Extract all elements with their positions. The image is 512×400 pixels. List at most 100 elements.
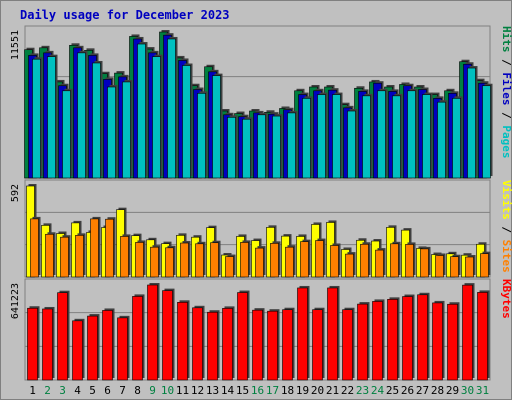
bar-sites <box>135 242 144 278</box>
bar-sites <box>180 242 189 278</box>
bar-pages <box>242 118 251 179</box>
y-max-label: 641223 <box>10 283 21 319</box>
bar-kbytes <box>357 303 368 381</box>
bar-kbytes <box>432 302 443 381</box>
bar-pages <box>92 62 101 179</box>
bar-sites <box>330 245 339 278</box>
x-tick-label: 30 <box>461 384 474 397</box>
x-tick-label: 23 <box>356 384 369 397</box>
bar-pages <box>362 95 371 179</box>
bar-kbytes <box>282 309 293 381</box>
side-label-visits: Visits <box>500 180 512 220</box>
x-tick-label: 28 <box>431 384 444 397</box>
x-tick-label: 2 <box>44 384 51 397</box>
bar-pages <box>287 112 296 179</box>
bar-kbytes <box>237 292 248 381</box>
bar-pages <box>407 90 416 179</box>
bar-kbytes <box>387 299 398 381</box>
bar-kbytes <box>267 310 278 381</box>
bar-pages <box>272 115 281 179</box>
bar-kbytes <box>207 311 218 381</box>
bar-pages <box>197 93 206 179</box>
bar-kbytes <box>417 294 428 381</box>
bar-sites <box>210 242 219 278</box>
bar-pages <box>437 101 446 179</box>
bar-kbytes <box>162 290 173 381</box>
bar-kbytes <box>477 292 488 381</box>
bar-pages <box>32 58 41 179</box>
bar-sites <box>360 243 369 278</box>
x-tick-label: 17 <box>266 384 279 397</box>
x-tick-label: 27 <box>416 384 429 397</box>
bar-kbytes <box>372 301 383 381</box>
y-max-label: 11551 <box>10 30 21 60</box>
x-tick-label: 13 <box>206 384 219 397</box>
x-tick-label: 8 <box>134 384 141 397</box>
bar-sites <box>90 218 99 278</box>
bar-kbytes <box>87 315 98 381</box>
bar-pages <box>332 94 341 179</box>
bar-sites <box>450 256 459 278</box>
bar-pages <box>452 98 461 179</box>
bar-kbytes <box>327 287 338 381</box>
x-tick-label: 21 <box>326 384 339 397</box>
bar-kbytes <box>252 309 263 381</box>
bar-sites <box>315 240 324 278</box>
x-tick-label: 7 <box>119 384 126 397</box>
bar-sites <box>105 218 114 278</box>
side-label-hits: Hits <box>500 26 512 53</box>
bar-sites <box>195 243 204 278</box>
bar-sites <box>375 249 384 278</box>
bar-pages <box>152 56 161 179</box>
bar-pages <box>377 90 386 179</box>
bar-kbytes <box>342 309 353 381</box>
series-side-label: Visits / Sites <box>500 180 512 273</box>
bar-pages <box>302 98 311 179</box>
y-max-label: 592 <box>10 184 21 202</box>
bar-sites <box>60 236 69 278</box>
x-tick-label: 18 <box>281 384 294 397</box>
x-tick-label: 15 <box>236 384 249 397</box>
side-label-pages: Pages <box>500 125 512 158</box>
bar-kbytes <box>177 302 188 381</box>
bar-sites <box>225 256 234 278</box>
bar-kbytes <box>132 296 143 381</box>
x-tick-label: 24 <box>371 384 385 397</box>
bar-sites <box>270 243 279 278</box>
x-tick-label: 20 <box>311 384 324 397</box>
bar-sites <box>30 218 39 278</box>
bar-sites <box>465 256 474 278</box>
bar-kbytes <box>102 310 113 381</box>
x-tick-label: 14 <box>221 384 235 397</box>
bar-pages <box>77 52 86 179</box>
bar-sites <box>390 243 399 278</box>
x-tick-label: 16 <box>251 384 264 397</box>
x-tick-label: 11 <box>176 384 189 397</box>
bar-sites <box>345 253 354 278</box>
bar-pages <box>257 114 266 179</box>
bar-kbytes <box>42 308 53 381</box>
bar-sites <box>435 255 444 278</box>
bar-kbytes <box>72 320 83 381</box>
bar-pages <box>137 43 146 179</box>
x-tick-label: 5 <box>89 384 96 397</box>
bar-sites <box>240 242 249 278</box>
bar-kbytes <box>192 307 203 381</box>
side-label-kbytes: KBytes <box>500 279 512 319</box>
x-tick-label: 25 <box>386 384 399 397</box>
series-side-label: KBytes <box>500 279 512 319</box>
page-title: Daily usage for December 2023 <box>20 8 230 22</box>
bar-sites <box>165 247 174 278</box>
bar-pages <box>212 75 221 179</box>
x-tick-label: 26 <box>401 384 414 397</box>
bar-pages <box>392 95 401 179</box>
x-tick-label: 19 <box>296 384 309 397</box>
bar-pages <box>347 110 356 179</box>
bar-kbytes <box>447 303 458 381</box>
bar-pages <box>167 38 176 179</box>
x-tick-label: 4 <box>74 384 81 397</box>
bar-pages <box>317 94 326 179</box>
bar-kbytes <box>222 308 233 381</box>
bar-pages <box>107 86 116 179</box>
